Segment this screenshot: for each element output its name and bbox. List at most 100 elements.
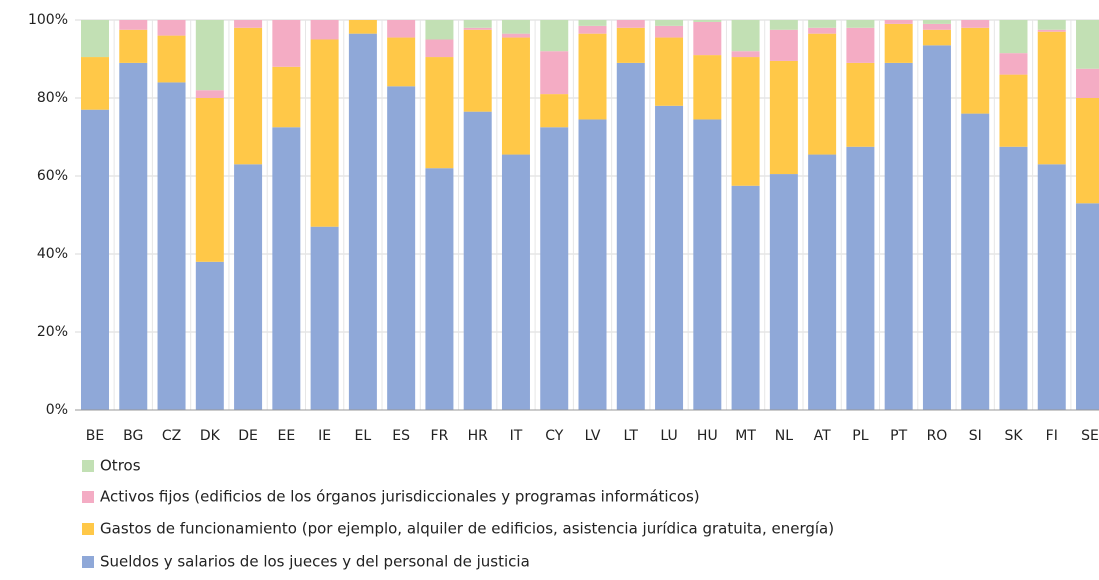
bar-segment [348,33,377,411]
legend-label: Activos fijos (edificios de los órganos … [100,488,700,506]
bar-segment [425,168,454,410]
bar-segment [731,51,760,58]
bar-segment [999,146,1028,410]
x-tick-label: SE [1081,428,1099,444]
x-tick-label: BG [123,428,143,444]
bar-segment [387,86,416,411]
bar-segment [157,35,186,83]
bar-segment [1037,20,1066,30]
legend-label: Gastos de funcionamiento (por ejemplo, a… [100,520,834,538]
bar-segment [693,21,722,56]
bar-segment [846,20,875,28]
legend-swatch [82,491,94,503]
bar-segment [731,57,760,186]
bar-segment [922,20,951,24]
x-tick-label: LU [660,428,677,444]
bar-segment [999,20,1028,54]
bar-segment [540,20,569,52]
x-tick-label: ES [392,428,410,444]
bar-segment [463,20,492,28]
bar-segment [463,111,492,411]
bar-segment [655,20,684,26]
bar-segment [1076,20,1099,69]
y-tick-label: 40% [37,246,68,262]
bar-segment [119,29,148,63]
bar-segment [272,66,301,128]
x-tick-label: CZ [162,428,181,444]
bar-segment [348,20,377,34]
bar-segment [195,261,224,410]
bar-segment [272,127,301,410]
y-tick-label: 60% [37,168,68,184]
bar-segment [616,20,645,28]
bar-segment [195,90,224,98]
bar-segment [234,20,263,28]
x-tick-label: EL [355,428,372,444]
bar-segment [769,174,798,410]
bar-segment [922,29,951,46]
bar-segment [846,27,875,63]
bar-segment [846,146,875,410]
bar-segment [1037,29,1066,32]
legend-swatch [82,556,94,568]
bar-segment [157,82,186,411]
legend-swatch [82,460,94,472]
bar-segment [578,20,607,26]
x-tick-label: PT [890,428,907,444]
bar-segment [616,27,645,63]
x-tick-label: NL [775,428,793,444]
bar-segment [234,27,263,165]
legend-label: Otros [100,457,141,475]
bar-segment [234,164,263,410]
x-tick-label: DE [238,428,258,444]
legend-label: Sueldos y salarios de los jueces y del p… [100,553,530,571]
x-tick-label: LT [624,428,639,444]
bar-segment [769,29,798,61]
bar-segment [961,20,990,28]
x-tick-label: DK [200,428,221,444]
bar-segment [157,20,186,36]
bar-segment [463,27,492,30]
bar-segment [387,37,416,87]
bar-segment [1076,203,1099,410]
bar-segment [1076,98,1099,204]
x-tick-label: MT [735,428,756,444]
bar-segment [501,33,530,38]
bar-segment [1076,68,1099,98]
bar-segment [999,53,1028,75]
bar-segment [425,57,454,169]
bar-segment [463,29,492,112]
bar-segment [578,33,607,120]
bar-segment [310,20,339,40]
bar-segment [808,20,837,28]
y-tick-label: 80% [37,90,68,106]
bar-segment [693,55,722,120]
bar-segment [731,20,760,52]
bar-segment [119,62,148,411]
y-tick-label: 0% [46,402,68,418]
bar-segment [846,62,875,147]
x-tick-label: RO [927,428,948,444]
bar-segment [387,20,416,38]
bar-segment [808,27,837,34]
bar-segment [540,127,569,410]
legend: Otros Activos fijos (edificios de los órg… [82,457,834,571]
x-tick-label: IT [510,428,523,444]
bar-segment [195,98,224,262]
bar-segment [655,105,684,411]
y-tick-label: 100% [28,12,68,28]
bar-segment [693,119,722,410]
bar-segment [578,25,607,34]
bar-segment [884,62,913,411]
bar-segment [310,39,339,227]
bar-segment [81,57,109,110]
bar-segment [884,20,913,24]
bar-segment [425,39,454,58]
bar-segment [540,51,569,95]
bar-segment [655,25,684,38]
bar-segment [119,20,148,30]
bar-segment [808,33,837,155]
bar-segment [999,74,1028,147]
x-tick-label: SI [969,428,982,444]
bar-segment [616,62,645,411]
